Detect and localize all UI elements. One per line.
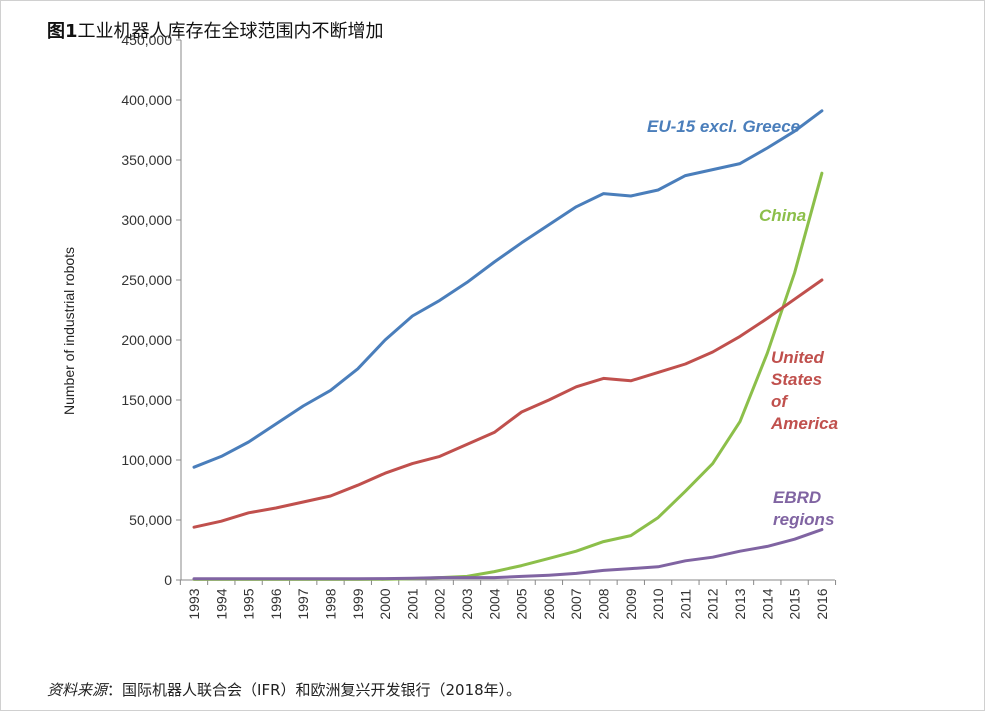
series-line bbox=[192, 278, 824, 529]
y-tick-label: 250,000 bbox=[121, 272, 172, 288]
y-tick-label: 100,000 bbox=[121, 452, 172, 468]
series-label: of bbox=[771, 392, 789, 411]
x-tick-label: 2008 bbox=[596, 588, 612, 619]
series-label: America bbox=[770, 414, 838, 433]
x-tick-label: 2013 bbox=[732, 588, 748, 619]
series-label: EBRD bbox=[773, 488, 821, 507]
figure-number: 图1 bbox=[47, 21, 78, 42]
x-tick-label: 2004 bbox=[486, 588, 502, 619]
x-tick-label: 2011 bbox=[677, 589, 693, 619]
x-tick-label: 1998 bbox=[323, 588, 339, 619]
source-text: ：国际机器人联合会（IFR）和欧洲复兴开发银行（2018年）。 bbox=[107, 681, 522, 699]
x-tick-label: 2007 bbox=[568, 588, 584, 619]
x-tick-label: 2005 bbox=[514, 588, 530, 619]
series-line bbox=[192, 528, 824, 581]
y-tick-label: 0 bbox=[164, 572, 172, 588]
series-label: EU-15 excl. Greece bbox=[647, 117, 800, 136]
x-tick-label: 2012 bbox=[705, 588, 721, 619]
x-tick-label: 1997 bbox=[295, 588, 311, 619]
x-tick-label: 2009 bbox=[623, 588, 639, 619]
x-tick-label: 2016 bbox=[814, 588, 830, 619]
y-tick-label: 150,000 bbox=[121, 392, 172, 408]
y-tick-label: 350,000 bbox=[121, 152, 172, 168]
y-tick-label: 50,000 bbox=[129, 512, 172, 528]
series-label: China bbox=[759, 206, 806, 225]
x-tick-label: 1993 bbox=[186, 588, 202, 619]
figure-title: 图1工业机器人库存在全球范围内不断增加 bbox=[47, 17, 384, 43]
x-tick-label: 2002 bbox=[432, 588, 448, 619]
x-tick-label: 2003 bbox=[459, 588, 475, 619]
y-axis-title: Number of industrial robots bbox=[61, 247, 77, 415]
x-tick-label: 2010 bbox=[650, 588, 666, 619]
y-tick-label: 400,000 bbox=[121, 92, 172, 108]
series-label: regions bbox=[773, 510, 834, 529]
series-line bbox=[192, 109, 824, 469]
y-tick-label: 450,000 bbox=[121, 32, 172, 48]
series-line bbox=[192, 171, 824, 581]
x-tick-label: 2014 bbox=[759, 588, 775, 619]
figure-title-text: 工业机器人库存在全球范围内不断增加 bbox=[77, 21, 384, 42]
source-label: 资料来源 bbox=[47, 681, 108, 699]
x-tick-label: 1994 bbox=[213, 588, 229, 619]
x-tick-label: 1996 bbox=[268, 588, 284, 619]
series-label: United bbox=[771, 348, 825, 367]
x-tick-label: 2001 bbox=[404, 588, 420, 619]
series-label: States bbox=[771, 370, 822, 389]
source-note: 资料来源：国际机器人联合会（IFR）和欧洲复兴开发银行（2018年）。 bbox=[47, 679, 521, 700]
x-tick-label: 2000 bbox=[377, 588, 393, 619]
x-tick-label: 2015 bbox=[787, 588, 803, 619]
x-tick-label: 1999 bbox=[350, 588, 366, 619]
y-tick-label: 200,000 bbox=[121, 332, 172, 348]
x-tick-label: 1995 bbox=[241, 588, 257, 619]
y-tick-label: 300,000 bbox=[121, 212, 172, 228]
x-tick-label: 2006 bbox=[541, 588, 557, 619]
